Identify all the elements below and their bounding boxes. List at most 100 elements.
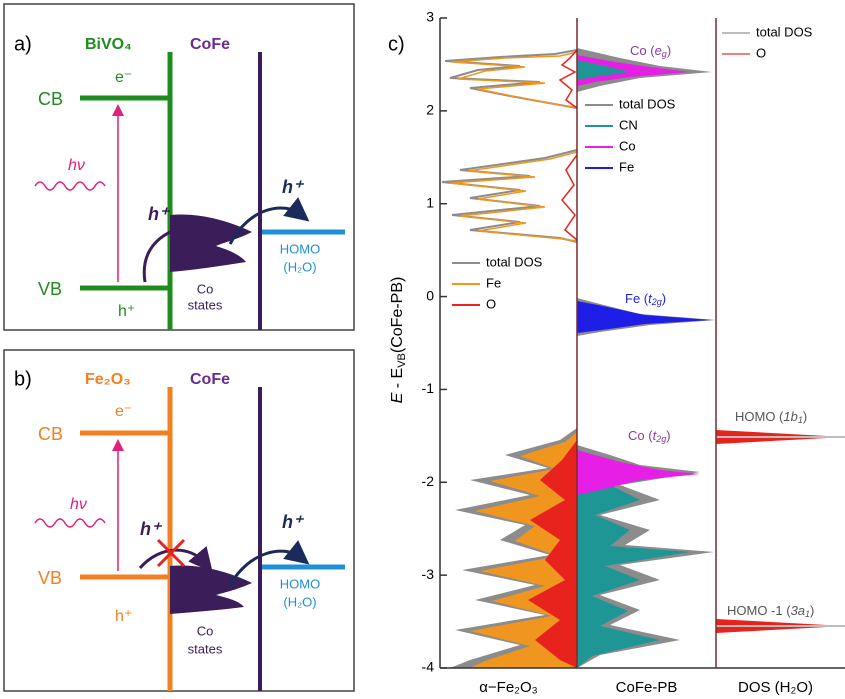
annotation-part: HOMO (: [735, 409, 784, 424]
y-tick-label: 0: [426, 287, 434, 303]
light-label: hν: [68, 157, 85, 174]
legend-label: total DOS: [486, 254, 543, 269]
dos-area: [577, 60, 630, 80]
annotation-part: 2g: [651, 297, 662, 307]
legend-label: total DOS: [619, 96, 676, 111]
annotation-part: HOMO -1 (: [727, 603, 791, 618]
electron-label: e⁻: [115, 69, 132, 86]
annotation-part: Fe (: [625, 291, 649, 306]
y-axis-label: E - EVB(CoFe-PB): [389, 277, 408, 404]
annotation-part: g: [662, 49, 667, 59]
co-states: [170, 565, 252, 614]
hole-transfer-label: h⁺: [140, 519, 163, 539]
panel-label: c): [388, 33, 405, 55]
oxidation-label: h⁺: [282, 512, 305, 532]
semiconductor-label: Fe₂O₃: [85, 371, 131, 388]
panel-label: b): [14, 368, 32, 390]
states-label: Co: [197, 623, 214, 638]
hole-label: h⁺: [115, 608, 132, 625]
column-label: CoFe-PB: [616, 679, 678, 696]
dos-curve: [561, 154, 578, 241]
y-tick-label: -2: [422, 473, 435, 489]
column-label: DOS (H₂O): [738, 679, 813, 696]
label-part: E: [389, 392, 406, 403]
light-wave: [34, 518, 106, 528]
y-tick-label: -1: [422, 380, 435, 396]
annotation-part: Co (: [628, 428, 653, 443]
annotation-part: 1: [798, 415, 803, 425]
dos-curve: [451, 51, 578, 108]
cb-label: CB: [38, 424, 63, 444]
y-tick-label: 2: [426, 102, 434, 118]
annotation-part: t: [648, 291, 653, 306]
homo-species: (H₂O): [283, 259, 316, 274]
annotation: Co (t2g): [628, 428, 671, 444]
dos-area: [528, 440, 577, 668]
annotation-part: 1b: [783, 409, 797, 424]
y-tick-label: 1: [426, 194, 434, 210]
panel-a: a) BiVO₄ CoFe CB VB e⁻ h⁺ hν h⁺ h⁺ HOMO …: [3, 3, 355, 331]
hole-transfer-arrow: [142, 216, 200, 283]
legend-label: O: [486, 296, 496, 311]
cocatalyst-label: CoFe: [190, 36, 230, 53]
label-part: (CoFe-PB): [389, 277, 406, 353]
annotation-part: ): [666, 428, 670, 443]
annotation-part: t: [653, 428, 658, 443]
y-tick-label: -3: [422, 566, 435, 582]
dos-h2o: [716, 430, 845, 633]
panel-frame: [3, 3, 355, 331]
dos-curve: [558, 49, 578, 109]
states-label: states: [188, 297, 223, 312]
column-label: α−Fe₂O₃: [479, 679, 538, 696]
homo-label: HOMO: [280, 241, 320, 256]
panel-label: a): [14, 33, 32, 55]
y-tick-label: -4: [422, 659, 435, 675]
light-wave: [34, 181, 106, 191]
electron-label: e⁻: [115, 403, 132, 420]
homo-species: (H₂O): [283, 594, 316, 609]
panel-b: b) Fe₂O₃ CoFe CB VB e⁻ h⁺ hν h⁺ h⁺ HOMO …: [3, 349, 355, 692]
annotation-part: 2g: [655, 434, 666, 444]
hole-label: h⁺: [118, 303, 135, 320]
annotation-part: 3a: [791, 603, 805, 618]
annotation-part: Co (: [630, 43, 655, 58]
semiconductor-label: BiVO₄: [85, 36, 132, 53]
panel-c: c) E - EVB(CoFe-PB) Co (eg) Fe (t2g) Co …: [388, 9, 845, 696]
legend-label: Co: [619, 138, 636, 153]
panel-frame: [3, 349, 355, 692]
hole-transfer-label: h⁺: [148, 204, 171, 224]
oxidation-label: h⁺: [282, 177, 305, 197]
annotation: HOMO (1b1): [735, 409, 807, 425]
states-label: states: [188, 641, 223, 656]
vb-label: VB: [38, 568, 62, 588]
cocatalyst-label: CoFe: [190, 371, 230, 388]
annotation-part: ): [662, 291, 666, 306]
annotation: Co (eg): [630, 43, 671, 59]
blocked-cross: [156, 538, 186, 568]
dos-cofe-pb: [577, 48, 716, 668]
y-tick-label: 3: [426, 9, 434, 25]
annotation-part: ): [667, 43, 671, 58]
legend-label: Fe: [619, 159, 634, 174]
annotation-part: ): [803, 409, 807, 424]
legend-label: O: [756, 45, 766, 60]
legend-label: CN: [619, 117, 638, 132]
legend-label: total DOS: [756, 24, 813, 39]
cb-label: CB: [38, 89, 63, 109]
label-part: - E: [389, 368, 406, 393]
dos-curve: [441, 149, 578, 243]
annotation: HOMO -1 (3a1): [727, 603, 814, 619]
homo-label: HOMO: [280, 576, 320, 591]
co-states: [170, 214, 252, 272]
dos-area: [577, 55, 690, 86]
oxidation-arrow: [228, 197, 310, 245]
oxidation-arrow: [228, 540, 310, 586]
annotation-part: 1: [805, 609, 810, 619]
annotation: Fe (t2g): [625, 291, 666, 307]
legend-label: Fe: [486, 275, 501, 290]
dos-area: [577, 301, 712, 333]
label-part: VB: [396, 353, 408, 368]
dos-area: [577, 450, 700, 495]
dos-fe2o3: [441, 49, 578, 668]
